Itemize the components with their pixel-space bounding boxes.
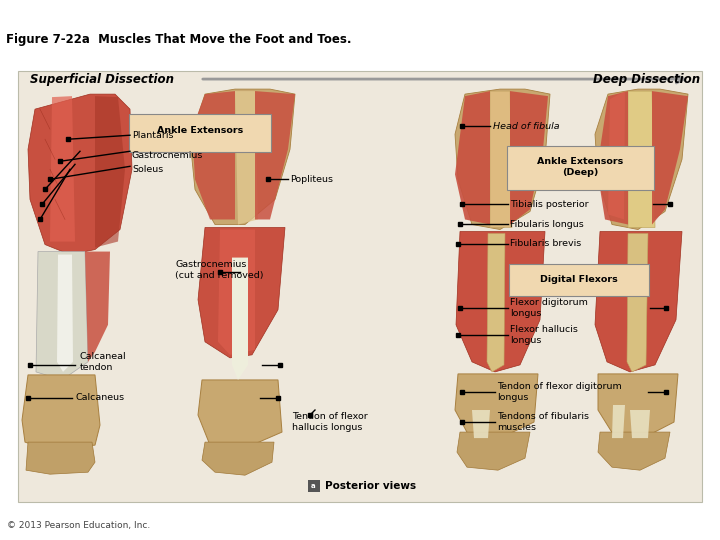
Polygon shape bbox=[510, 91, 548, 225]
Text: Tibialis posterior: Tibialis posterior bbox=[510, 200, 589, 209]
Polygon shape bbox=[26, 442, 95, 474]
Polygon shape bbox=[630, 410, 650, 438]
Polygon shape bbox=[22, 375, 100, 450]
Polygon shape bbox=[456, 232, 545, 372]
Polygon shape bbox=[57, 254, 73, 372]
Polygon shape bbox=[598, 374, 678, 438]
Polygon shape bbox=[627, 233, 648, 372]
Polygon shape bbox=[457, 432, 530, 470]
Polygon shape bbox=[255, 91, 295, 219]
Text: Gastrocnemius: Gastrocnemius bbox=[132, 151, 203, 160]
Text: Ankle Extensors: Ankle Extensors bbox=[157, 126, 243, 134]
Polygon shape bbox=[28, 94, 132, 254]
FancyBboxPatch shape bbox=[509, 264, 649, 296]
Text: Fibularis brevis: Fibularis brevis bbox=[510, 239, 581, 248]
Text: Tendon of flexor
hallucis longus: Tendon of flexor hallucis longus bbox=[292, 412, 368, 432]
Text: Popliteus: Popliteus bbox=[290, 175, 333, 184]
Text: Digital Flexors: Digital Flexors bbox=[540, 275, 618, 284]
FancyBboxPatch shape bbox=[507, 146, 654, 191]
Polygon shape bbox=[190, 89, 295, 225]
Polygon shape bbox=[595, 232, 682, 372]
Polygon shape bbox=[198, 380, 282, 448]
Polygon shape bbox=[595, 89, 688, 230]
Text: Plantaris: Plantaris bbox=[132, 131, 174, 140]
Text: Tendon of flexor digitorum
longus: Tendon of flexor digitorum longus bbox=[497, 382, 622, 402]
Text: Calcaneal
tendon: Calcaneal tendon bbox=[80, 352, 127, 372]
Polygon shape bbox=[202, 442, 274, 475]
Polygon shape bbox=[235, 91, 258, 225]
Polygon shape bbox=[652, 91, 688, 225]
Text: Calcaneus: Calcaneus bbox=[75, 394, 124, 402]
Polygon shape bbox=[95, 96, 125, 247]
Text: Figure 7-22a  Muscles That Move the Foot and Toes.: Figure 7-22a Muscles That Move the Foot … bbox=[6, 33, 351, 46]
Text: Flexor digitorum
longus: Flexor digitorum longus bbox=[510, 298, 588, 318]
Polygon shape bbox=[472, 410, 490, 438]
Polygon shape bbox=[597, 91, 628, 225]
Polygon shape bbox=[85, 252, 110, 362]
Text: Soleus: Soleus bbox=[132, 165, 163, 174]
Polygon shape bbox=[455, 374, 538, 438]
Text: Posterior views: Posterior views bbox=[325, 481, 416, 491]
Text: Superficial Dissection: Superficial Dissection bbox=[30, 73, 174, 86]
Text: Head of fibula: Head of fibula bbox=[493, 122, 559, 131]
Text: Ankle Extensors
(Deep): Ankle Extensors (Deep) bbox=[537, 157, 623, 177]
Polygon shape bbox=[628, 91, 655, 227]
Polygon shape bbox=[455, 91, 490, 225]
Bar bbox=[308, 480, 320, 492]
Text: Gastrocnemius
(cut and removed): Gastrocnemius (cut and removed) bbox=[175, 260, 264, 280]
Polygon shape bbox=[198, 227, 285, 358]
Polygon shape bbox=[218, 230, 255, 355]
Text: © 2013 Pearson Education, Inc.: © 2013 Pearson Education, Inc. bbox=[7, 521, 150, 530]
Polygon shape bbox=[598, 432, 670, 470]
Text: Deep Dissection: Deep Dissection bbox=[593, 73, 700, 86]
Polygon shape bbox=[36, 252, 88, 380]
Text: a: a bbox=[311, 483, 315, 489]
Polygon shape bbox=[608, 91, 625, 219]
Text: Fibularis longus: Fibularis longus bbox=[510, 220, 584, 229]
Text: Flexor hallucis
longus: Flexor hallucis longus bbox=[510, 325, 578, 345]
Polygon shape bbox=[612, 405, 625, 438]
Polygon shape bbox=[455, 89, 550, 230]
Text: Tendons of fibularis
muscles: Tendons of fibularis muscles bbox=[497, 412, 589, 432]
Polygon shape bbox=[232, 258, 248, 380]
Polygon shape bbox=[50, 96, 75, 241]
Polygon shape bbox=[192, 91, 235, 219]
Polygon shape bbox=[487, 233, 505, 372]
Polygon shape bbox=[490, 91, 512, 227]
FancyBboxPatch shape bbox=[129, 114, 271, 152]
